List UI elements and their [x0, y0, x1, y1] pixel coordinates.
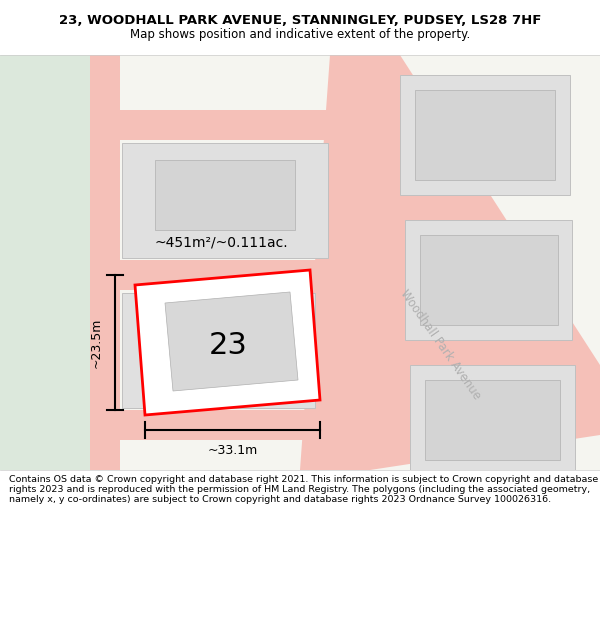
Polygon shape: [155, 315, 280, 380]
Polygon shape: [165, 292, 298, 391]
Text: Woodhall Park Avenue: Woodhall Park Avenue: [397, 288, 483, 402]
Polygon shape: [0, 55, 90, 470]
Polygon shape: [405, 220, 572, 340]
Polygon shape: [300, 55, 600, 470]
Text: Contains OS data © Crown copyright and database right 2021. This information is : Contains OS data © Crown copyright and d…: [9, 474, 598, 504]
Polygon shape: [425, 380, 560, 460]
Text: ~451m²/~0.111ac.: ~451m²/~0.111ac.: [155, 236, 289, 250]
Polygon shape: [90, 410, 320, 440]
Text: 23: 23: [209, 331, 247, 359]
Polygon shape: [155, 160, 295, 230]
Polygon shape: [135, 270, 320, 415]
Text: ~33.1m: ~33.1m: [208, 444, 257, 457]
Polygon shape: [90, 110, 345, 140]
Polygon shape: [415, 90, 555, 180]
Text: 23, WOODHALL PARK AVENUE, STANNINGLEY, PUDSEY, LS28 7HF: 23, WOODHALL PARK AVENUE, STANNINGLEY, P…: [59, 14, 541, 27]
Text: ~23.5m: ~23.5m: [90, 318, 103, 368]
Polygon shape: [410, 365, 575, 470]
Polygon shape: [122, 293, 315, 408]
Polygon shape: [90, 260, 335, 290]
Polygon shape: [122, 143, 328, 258]
Text: Map shows position and indicative extent of the property.: Map shows position and indicative extent…: [130, 28, 470, 41]
Polygon shape: [420, 235, 558, 325]
Polygon shape: [90, 55, 120, 470]
Polygon shape: [90, 55, 600, 470]
Polygon shape: [400, 75, 570, 195]
